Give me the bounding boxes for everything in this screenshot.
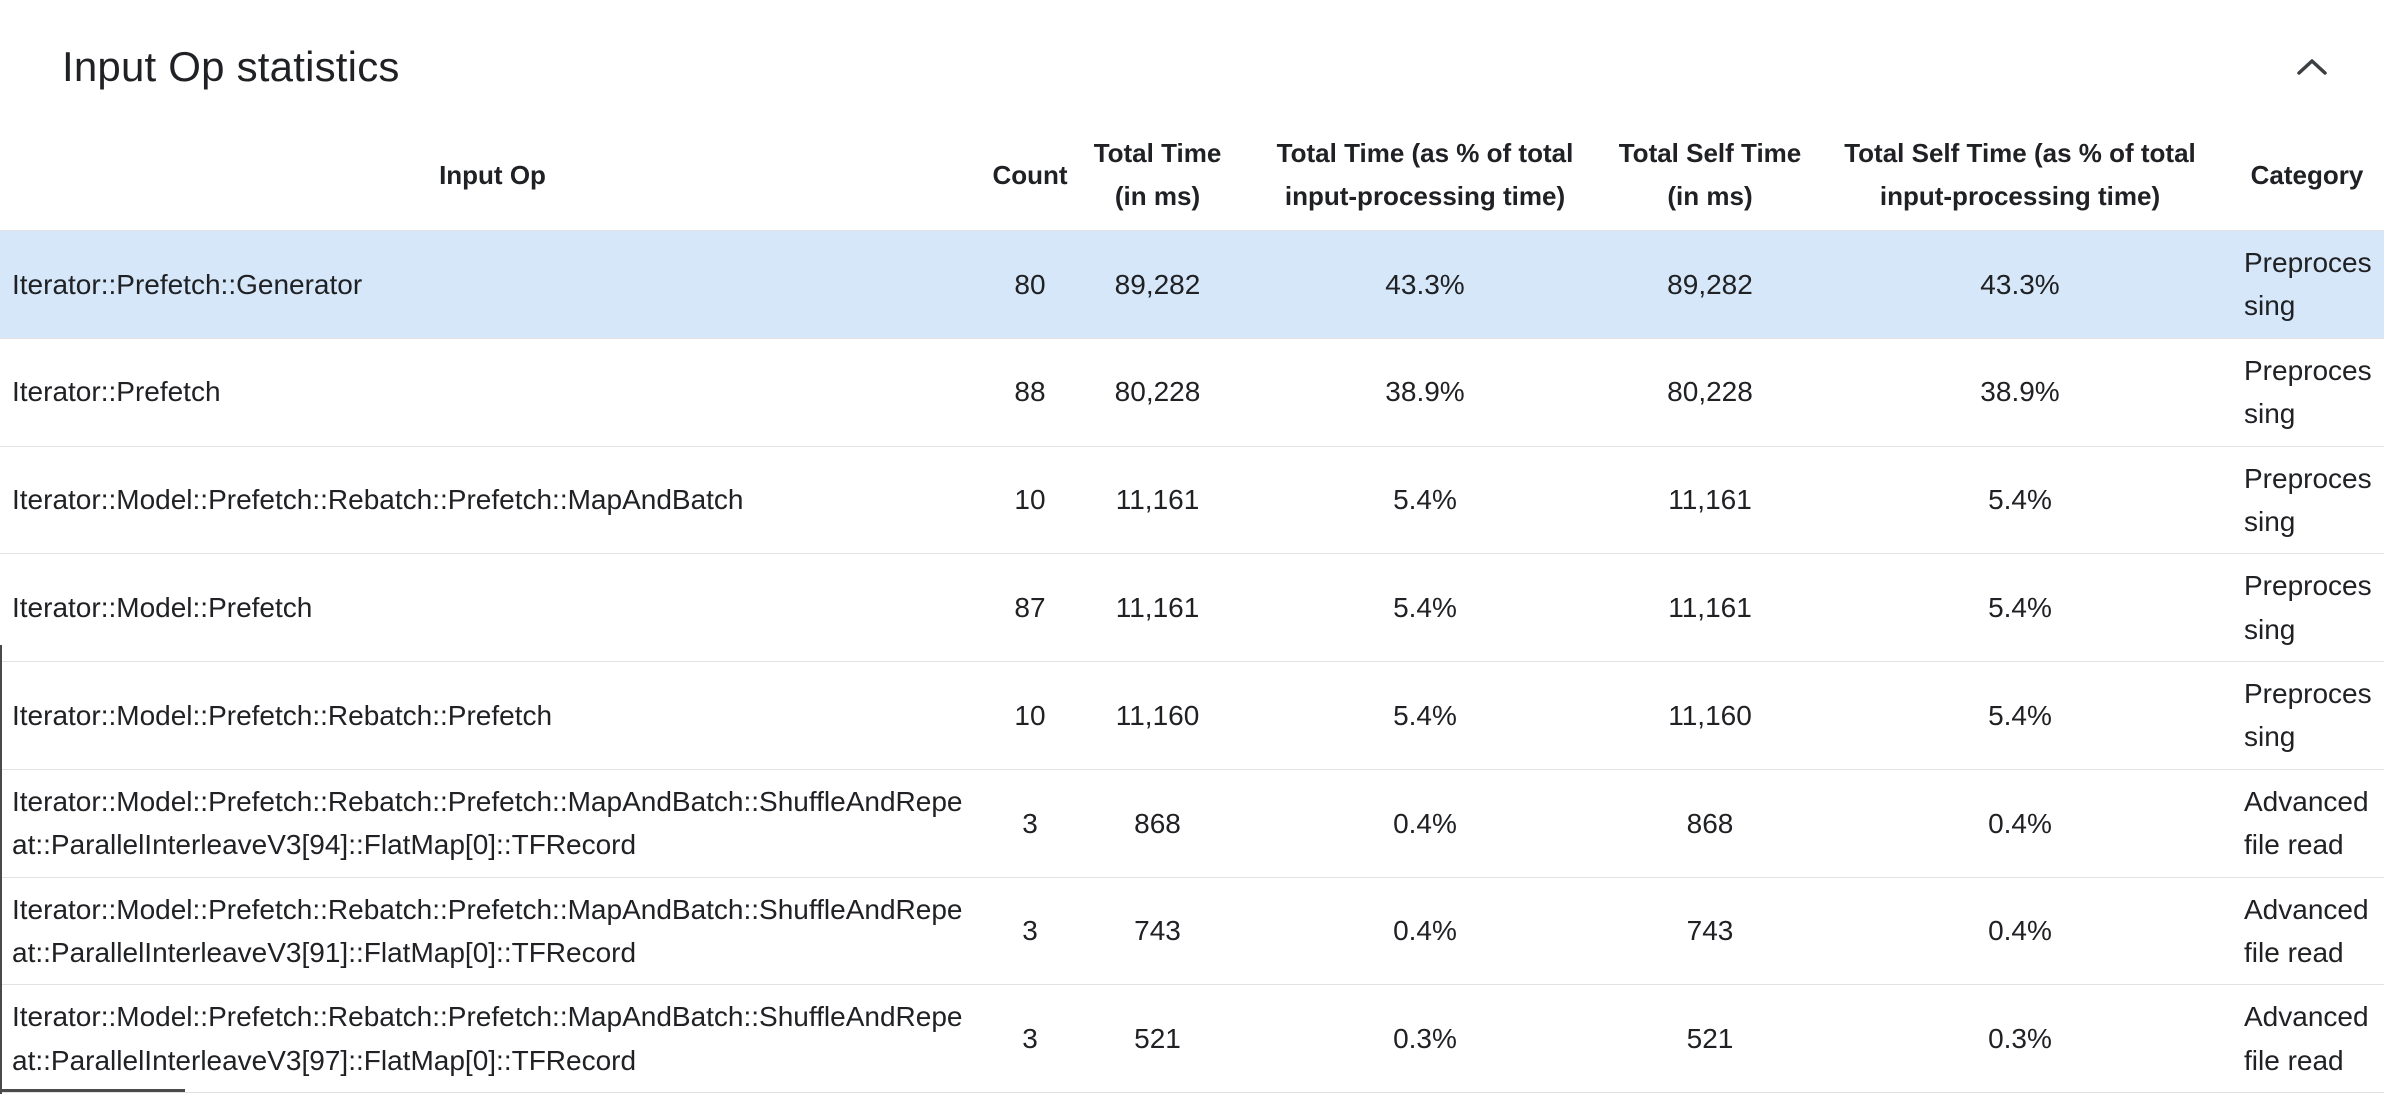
total-time-cell: 743 — [1075, 876, 1240, 985]
col-header-total-time: Total Time (in ms) — [1093, 138, 1222, 212]
total-self-time-cell: 11,160 — [1610, 661, 1810, 770]
horizontal-scrollbar-thumb[interactable] — [0, 1089, 185, 1092]
total-self-time-cell: 743 — [1610, 876, 1810, 985]
col-header-total-time-pct: Total Time (as % of total input-processi… — [1276, 138, 1574, 212]
table-row[interactable]: Iterator::Model::Prefetch::Rebatch::Pref… — [0, 768, 2384, 878]
category-cell: Preprocessing — [2230, 229, 2384, 339]
input-op-cell: Iterator::Model::Prefetch::Rebatch::Pref… — [0, 768, 985, 878]
category-cell: Preprocessing — [2230, 337, 2384, 447]
total-self-time-pct-cell: 5.4% — [1810, 661, 2230, 770]
col-header-total-self-time-pct: Total Self Time (as % of total input-pro… — [1844, 138, 2196, 212]
col-header-total-self-time: Total Self Time (in ms) — [1618, 138, 1802, 212]
table-row[interactable]: Iterator::Prefetch::Generator 80 89,282 43.… — [0, 229, 2384, 339]
total-self-time-cell: 868 — [1610, 768, 1810, 878]
total-time-cell: 89,282 — [1075, 229, 1240, 339]
total-time-cell: 868 — [1075, 768, 1240, 878]
category-cell: Advanced file read — [2230, 876, 2384, 985]
total-self-time-cell: 11,161 — [1610, 445, 1810, 554]
count-cell: 10 — [985, 445, 1075, 554]
total-self-time-cell: 521 — [1610, 984, 1810, 1094]
total-time-pct-cell: 5.4% — [1240, 553, 1610, 662]
collapse-button[interactable] — [2288, 50, 2336, 84]
table-row[interactable]: Iterator::Model::Prefetch::Rebatch::Pref… — [0, 984, 2384, 1094]
table-row[interactable]: Iterator::Model::Prefetch 87 11,161 5.4% 11,… — [0, 553, 2384, 662]
count-cell: 3 — [985, 876, 1075, 985]
chevron-up-icon — [2294, 59, 2330, 81]
section-header: Input Op statistics — [0, 0, 2384, 116]
category-cell: Preprocessing — [2230, 661, 2384, 770]
total-self-time-cell: 11,161 — [1610, 553, 1810, 662]
count-cell: 10 — [985, 661, 1075, 770]
category-cell: Preprocessing — [2230, 445, 2384, 554]
table-header-row: Input Op Count Total Time (in ms) Total … — [0, 116, 2384, 230]
total-self-time-pct-cell: 0.4% — [1810, 876, 2230, 985]
total-self-time-pct-cell: 0.4% — [1810, 768, 2230, 878]
input-op-cell: Iterator::Model::Prefetch — [0, 553, 985, 662]
col-header-input-op: Input Op — [439, 159, 546, 190]
table-row[interactable]: Iterator::Model::Prefetch::Rebatch::Pref… — [0, 661, 2384, 770]
total-time-cell: 11,161 — [1075, 553, 1240, 662]
total-time-cell: 11,161 — [1075, 445, 1240, 554]
total-self-time-cell: 80,228 — [1610, 337, 1810, 447]
input-op-cell: Iterator::Model::Prefetch::Rebatch::Pref… — [0, 984, 985, 1094]
total-self-time-pct-cell: 0.3% — [1810, 984, 2230, 1094]
total-time-cell: 521 — [1075, 984, 1240, 1094]
count-cell: 3 — [985, 984, 1075, 1094]
table-row[interactable]: Iterator::Model::Prefetch::Rebatch::Pref… — [0, 876, 2384, 985]
input-op-cell: Iterator::Model::Prefetch::Rebatch::Pref… — [0, 661, 985, 770]
table-body: Iterator::Prefetch::Generator 80 89,282 43.… — [0, 229, 2384, 1094]
table-row[interactable]: Iterator::Model::Prefetch::Rebatch::Pref… — [0, 445, 2384, 554]
total-time-pct-cell: 38.9% — [1240, 337, 1610, 447]
total-time-cell: 80,228 — [1075, 337, 1240, 447]
count-cell: 3 — [985, 768, 1075, 878]
total-self-time-pct-cell: 38.9% — [1810, 337, 2230, 447]
total-time-pct-cell: 0.4% — [1240, 768, 1610, 878]
page-title: Input Op statistics — [62, 43, 400, 90]
count-cell: 88 — [985, 337, 1075, 447]
col-header-category: Category — [2250, 159, 2364, 190]
total-time-pct-cell: 0.4% — [1240, 876, 1610, 985]
count-cell: 80 — [985, 229, 1075, 339]
total-self-time-pct-cell: 5.4% — [1810, 553, 2230, 662]
total-time-pct-cell: 5.4% — [1240, 661, 1610, 770]
input-op-cell: Iterator::Model::Prefetch::Rebatch::Pref… — [0, 445, 985, 554]
input-op-table: Input Op Count Total Time (in ms) Total … — [0, 116, 2384, 1094]
table-row[interactable]: Iterator::Prefetch 88 80,228 38.9% 80,228 38.… — [0, 337, 2384, 447]
category-cell: Preprocessing — [2230, 553, 2384, 662]
total-self-time-pct-cell: 5.4% — [1810, 445, 2230, 554]
total-self-time-pct-cell: 43.3% — [1810, 229, 2230, 339]
category-cell: Advanced file read — [2230, 768, 2384, 878]
total-time-cell: 11,160 — [1075, 661, 1240, 770]
total-self-time-cell: 89,282 — [1610, 229, 1810, 339]
total-time-pct-cell: 5.4% — [1240, 445, 1610, 554]
col-header-count: Count — [992, 159, 1068, 190]
total-time-pct-cell: 43.3% — [1240, 229, 1610, 339]
category-cell: Advanced file read — [2230, 984, 2384, 1094]
total-time-pct-cell: 0.3% — [1240, 984, 1610, 1094]
table-left-border — [0, 645, 2, 1094]
input-op-cell: Iterator::Prefetch — [0, 337, 985, 447]
count-cell: 87 — [985, 553, 1075, 662]
input-op-cell: Iterator::Model::Prefetch::Rebatch::Pref… — [0, 876, 985, 985]
input-op-cell: Iterator::Prefetch::Generator — [0, 229, 985, 339]
